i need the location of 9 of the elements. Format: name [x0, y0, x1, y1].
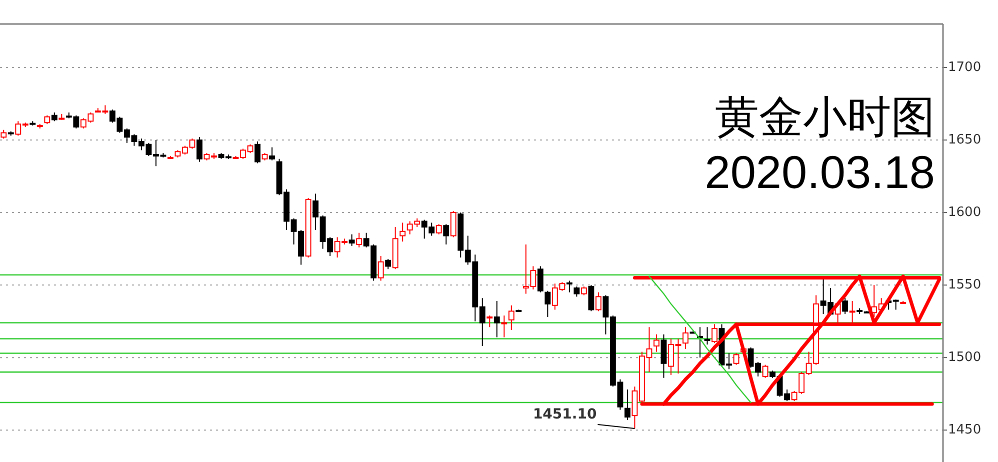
y-tick-label: 1600 — [948, 205, 982, 220]
text: 黄金小时图 — [715, 93, 935, 142]
y-tick-label: 1500 — [948, 350, 982, 366]
y-tick-label: 1550 — [948, 278, 982, 293]
y-tick-label: 1450 — [948, 422, 982, 438]
text: 2020.03.18 — [704, 146, 935, 198]
annotation: 1451.10 — [532, 406, 597, 422]
y-tick-label: 1700 — [948, 60, 982, 76]
y-tick-label: 1650 — [948, 132, 982, 148]
